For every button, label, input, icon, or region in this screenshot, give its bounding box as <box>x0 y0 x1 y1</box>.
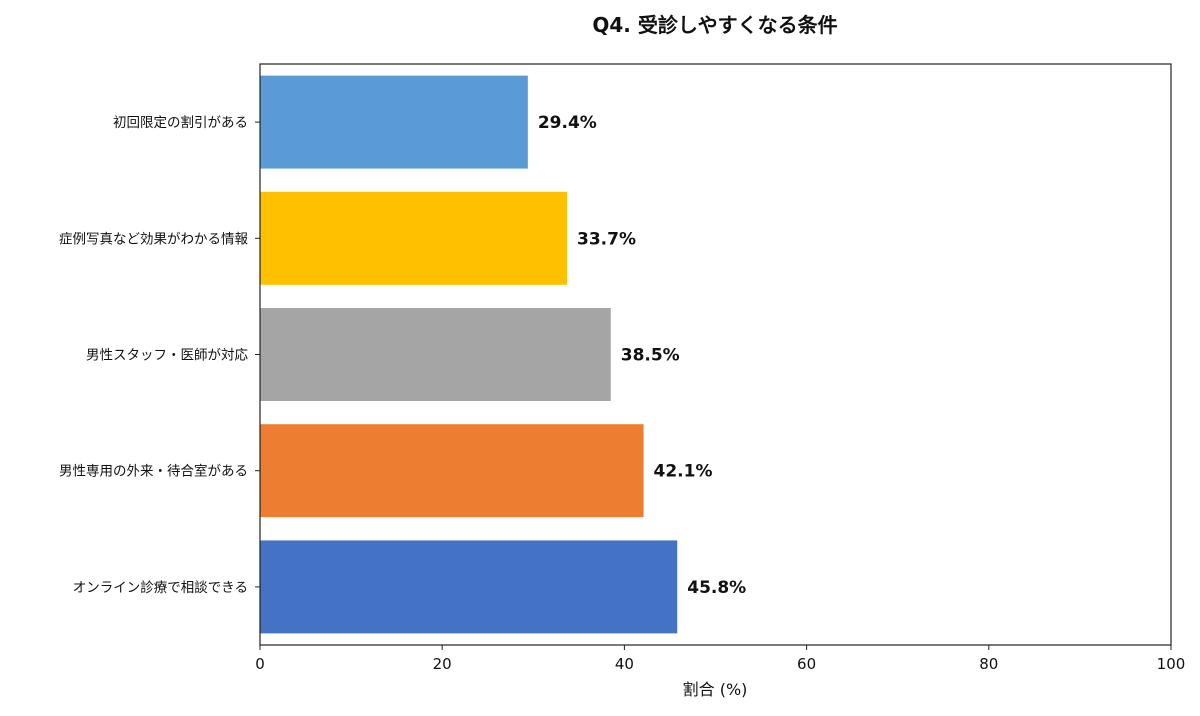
bar <box>260 540 678 634</box>
y-tick-label: 症例写真など効果がわかる情報 <box>59 231 248 247</box>
x-tick-label: 20 <box>433 655 452 673</box>
plot-frame <box>259 63 1172 646</box>
bar <box>260 75 528 169</box>
data-label: 38.5% <box>621 346 680 366</box>
y-tick-label: 男性スタッフ・医師が対応 <box>86 348 248 364</box>
chart-title: Q4. 受診しやすくなる条件 <box>592 13 837 37</box>
bar <box>260 191 568 285</box>
data-label: 42.1% <box>654 462 713 482</box>
x-tick-label: 0 <box>255 655 265 673</box>
x-tick-label: 80 <box>979 655 998 673</box>
bar <box>260 424 644 518</box>
y-tick-label: 男性専用の外来・待合室がある <box>59 463 248 480</box>
bar <box>260 308 611 401</box>
data-label: 45.8% <box>687 578 746 598</box>
y-tick-label: 初回限定の割引がある <box>113 114 248 131</box>
x-tick-label: 100 <box>1157 655 1186 673</box>
x-tick-label: 60 <box>797 655 816 673</box>
x-axis-label: 割合 (%) <box>683 680 748 699</box>
y-tick-label: オンライン診療で相談できる <box>73 579 248 596</box>
data-label: 33.7% <box>577 229 636 249</box>
x-tick-label: 40 <box>615 655 634 673</box>
data-label: 29.4% <box>538 113 597 133</box>
